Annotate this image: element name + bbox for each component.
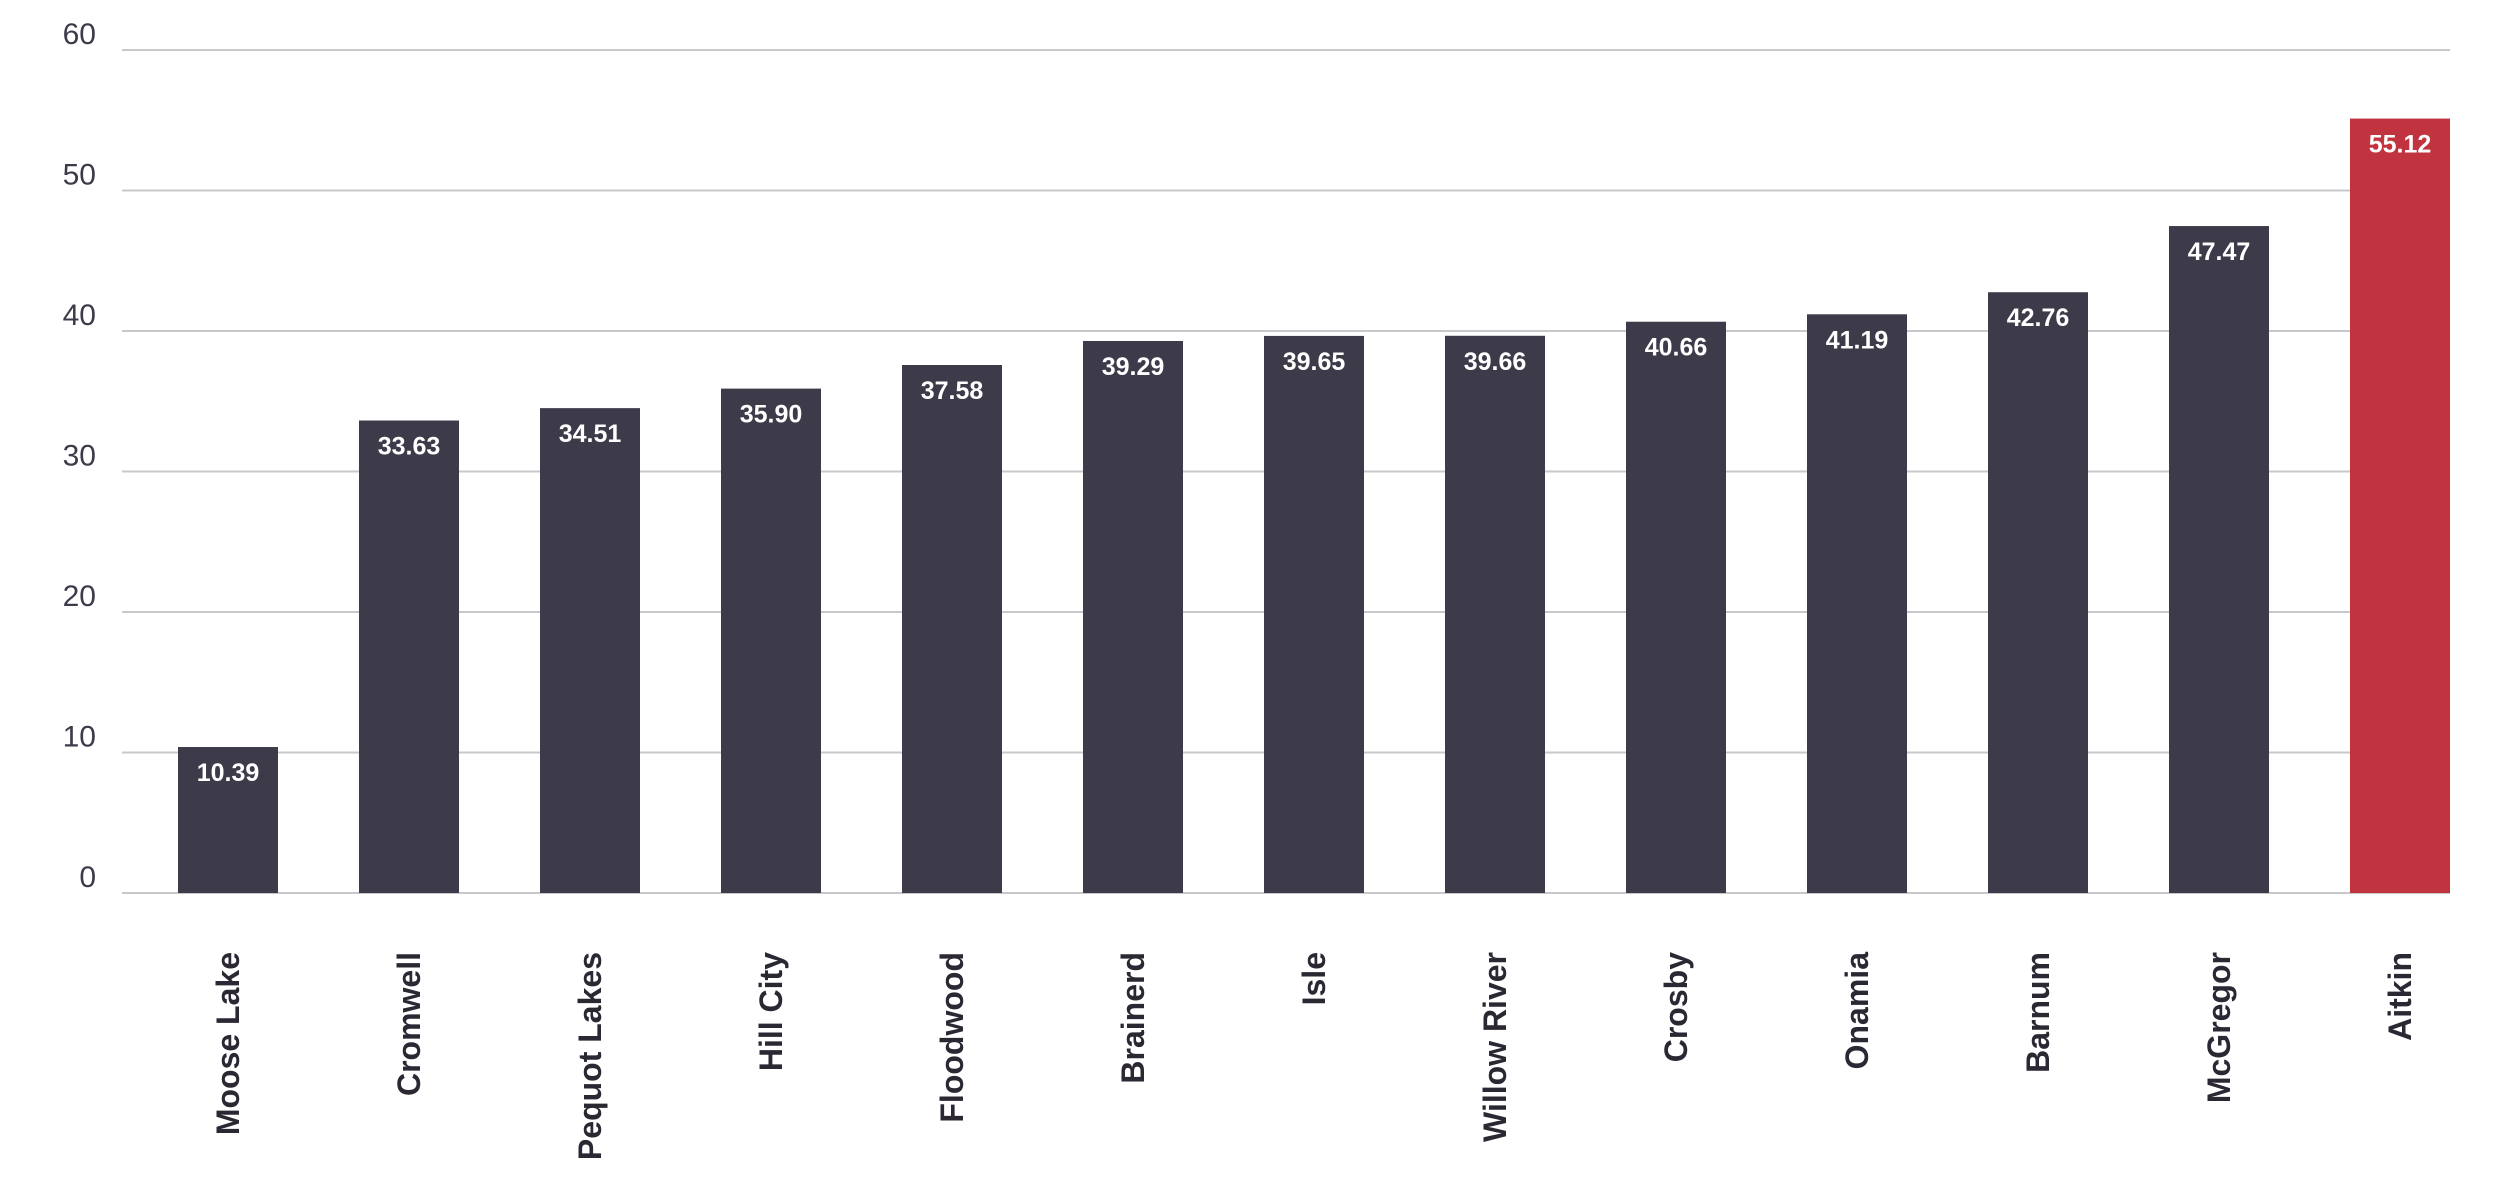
- category-label-hill-city: Hill City: [753, 952, 789, 1071]
- bar-isle: [1264, 335, 1364, 894]
- bar-hill-city: [721, 388, 821, 893]
- bars: [178, 118, 2450, 894]
- category-label-barnum: Barnum: [2020, 952, 2056, 1073]
- value-label-pequot-lakes: 34.51: [559, 420, 622, 448]
- bar-crosby: [1626, 321, 1726, 893]
- bar-moose-lake: [178, 747, 278, 893]
- category-labels: Moose Lake Cromwell Pequot Lakes Hill City F…: [210, 952, 2418, 1160]
- category-label-willow-river: Willow River: [1477, 952, 1513, 1142]
- bar-pequot-lakes: [540, 408, 640, 893]
- bar-willow-river: [1445, 335, 1545, 894]
- value-label-aitkin: 55.12: [2369, 131, 2432, 159]
- value-label-mcgregor: 47.47: [2188, 238, 2251, 266]
- y-tick-label-60: 60: [63, 18, 96, 51]
- value-label-onamia: 41.19: [1826, 326, 1889, 354]
- bar-onamia: [1807, 314, 1907, 893]
- value-label-moose-lake: 10.39: [197, 759, 260, 787]
- y-tick-label-20: 20: [63, 580, 96, 613]
- bar-cromwell: [359, 420, 459, 893]
- category-label-cromwell: Cromwell: [391, 952, 427, 1096]
- value-label-hill-city: 35.90: [740, 401, 803, 429]
- y-tick-label-10: 10: [63, 721, 96, 754]
- category-label-mcgregor: McGregor: [2201, 952, 2237, 1103]
- bar-brainerd: [1083, 340, 1183, 894]
- value-labels: 10.39 33.63 34.51 35.90 37.58 39.29 39.65 39.66…: [197, 131, 2432, 787]
- y-tick-label-50: 50: [63, 159, 96, 192]
- value-label-crosby: 40.66: [1645, 334, 1708, 362]
- category-label-pequot-lakes: Pequot Lakes: [572, 952, 608, 1160]
- bar-floodwood: [902, 365, 1002, 894]
- category-label-moose-lake: Moose Lake: [210, 952, 246, 1135]
- value-label-barnum: 42.76: [2007, 304, 2070, 332]
- category-label-onamia: Onamia: [1839, 952, 1875, 1070]
- y-tick-label-30: 30: [63, 440, 96, 473]
- value-label-cromwell: 33.63: [378, 432, 441, 460]
- y-axis-ticks: 0 10 20 30 40 50 60: [63, 18, 96, 894]
- bar-barnum: [1988, 292, 2088, 893]
- category-label-floodwood: Floodwood: [934, 952, 970, 1123]
- value-label-isle: 39.65: [1283, 348, 1346, 376]
- bar-mcgregor: [2169, 226, 2269, 893]
- y-tick-label-0: 0: [79, 861, 96, 894]
- category-label-brainerd: Brainerd: [1115, 952, 1151, 1084]
- category-label-crosby: Crosby: [1658, 952, 1694, 1062]
- category-label-aitkin: Aitkin: [2382, 952, 2418, 1041]
- category-label-isle: Isle: [1296, 952, 1332, 1005]
- value-label-willow-river: 39.66: [1464, 348, 1527, 376]
- value-label-brainerd: 39.29: [1102, 353, 1165, 381]
- y-tick-label-40: 40: [63, 299, 96, 332]
- value-label-floodwood: 37.58: [921, 377, 984, 405]
- bar-aitkin: [2350, 118, 2450, 893]
